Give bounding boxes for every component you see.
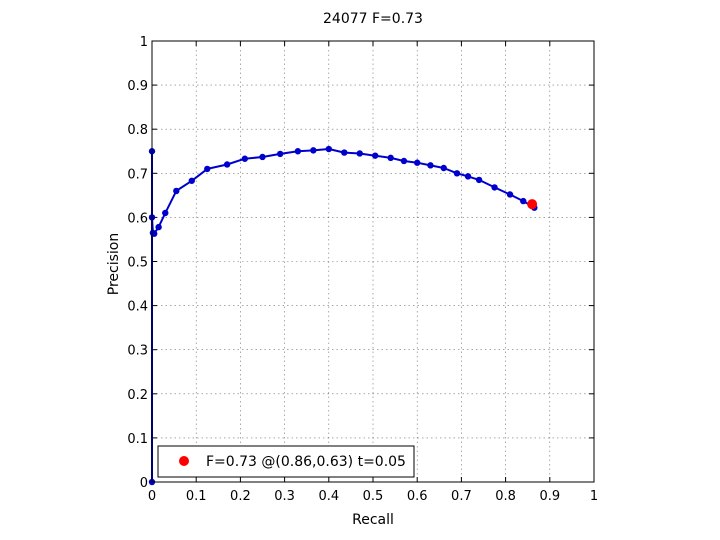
x-tick-label: 0.5 (363, 489, 384, 504)
series-point (475, 176, 483, 184)
x-tick-label: 0.3 (274, 489, 295, 504)
y-tick-label: 0.1 (127, 432, 148, 447)
series-point (400, 157, 408, 165)
best-f-point (527, 199, 538, 210)
y-tick-label: 0.3 (127, 344, 148, 359)
y-tick-label: 0.2 (127, 388, 148, 403)
series-point (188, 177, 195, 184)
series-point (387, 154, 394, 162)
y-tick-label: 0.5 (127, 256, 148, 271)
series-point (155, 223, 162, 231)
series-point (294, 148, 302, 155)
series-point (173, 187, 180, 195)
series-point (372, 152, 379, 159)
x-tick-label: 0.1 (186, 489, 207, 504)
series-point (520, 197, 527, 205)
y-tick-label: 0.6 (127, 211, 148, 226)
series-point (259, 153, 266, 161)
x-tick-label: 0.6 (407, 489, 428, 504)
series-point (162, 209, 169, 217)
grid-lines (152, 41, 594, 482)
series-point (204, 165, 211, 173)
series-point (356, 150, 363, 157)
y-tick-label: 0 (140, 476, 148, 491)
axes-frame (151, 40, 595, 483)
series-point (276, 150, 284, 158)
series-point (151, 230, 158, 237)
axis-ticks: 0 0.1 0.2 0.3 0.4 0.5 0.6 0.7 0.8 0.9 1 0 0.1 0.2 0.3 0… (127, 35, 598, 504)
series-point (453, 170, 461, 177)
y-tick-label: 0.4 (127, 300, 148, 315)
legend-box (157, 445, 415, 478)
series-point (241, 155, 249, 162)
series-point (506, 191, 514, 198)
x-tick-label: 0.2 (230, 489, 251, 504)
x-tick-label: 0.9 (539, 489, 560, 504)
x-tick-label: 1 (590, 489, 598, 504)
x-tick-label: 0.7 (451, 489, 472, 504)
series-point (427, 162, 434, 169)
series-point (310, 147, 317, 154)
series-point (491, 184, 498, 191)
y-tick-label: 0.8 (127, 123, 148, 138)
y-tick-label: 1 (140, 35, 148, 50)
x-tick-label: 0.8 (495, 489, 516, 504)
series-point (414, 159, 421, 166)
y-axis-label: Precision (106, 233, 122, 295)
series-point (325, 145, 332, 153)
y-tick-label: 0.7 (127, 167, 148, 182)
series-point (341, 149, 348, 156)
series-point (440, 164, 447, 172)
series-point (223, 161, 231, 168)
chart-title: 24077 F=0.73 (323, 11, 423, 27)
legend: F=0.73 @(0.86,0.63) t=0.05 (157, 445, 415, 478)
legend-marker (179, 456, 189, 466)
best-point-group (527, 199, 538, 210)
series-point (464, 173, 472, 180)
legend-entry: F=0.73 @(0.86,0.63) t=0.05 (206, 454, 406, 470)
x-axis-label: Recall (352, 512, 394, 528)
x-tick-label: 0 (148, 489, 156, 504)
y-tick-label: 0.9 (127, 79, 148, 94)
x-tick-label: 0.4 (318, 489, 339, 504)
